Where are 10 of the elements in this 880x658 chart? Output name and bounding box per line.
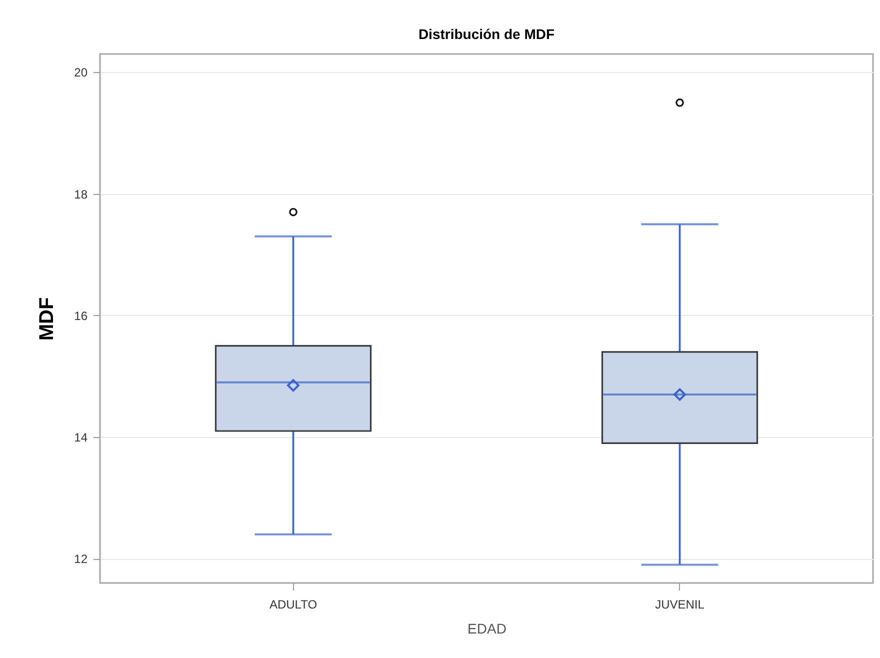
- chart-title: Distribución de MDF: [418, 26, 555, 42]
- y-tick-label: 14: [74, 430, 88, 445]
- x-axis-title: EDAD: [468, 620, 506, 636]
- y-tick-label: 16: [74, 308, 88, 323]
- x-tick-label: JUVENIL: [655, 598, 705, 612]
- y-tick-label: 12: [74, 552, 88, 566]
- y-tick-label: 20: [74, 66, 88, 80]
- x-tick-label: ADULTO: [269, 598, 318, 612]
- y-axis-title: MDF: [36, 297, 58, 341]
- y-tick-label: 18: [74, 187, 88, 202]
